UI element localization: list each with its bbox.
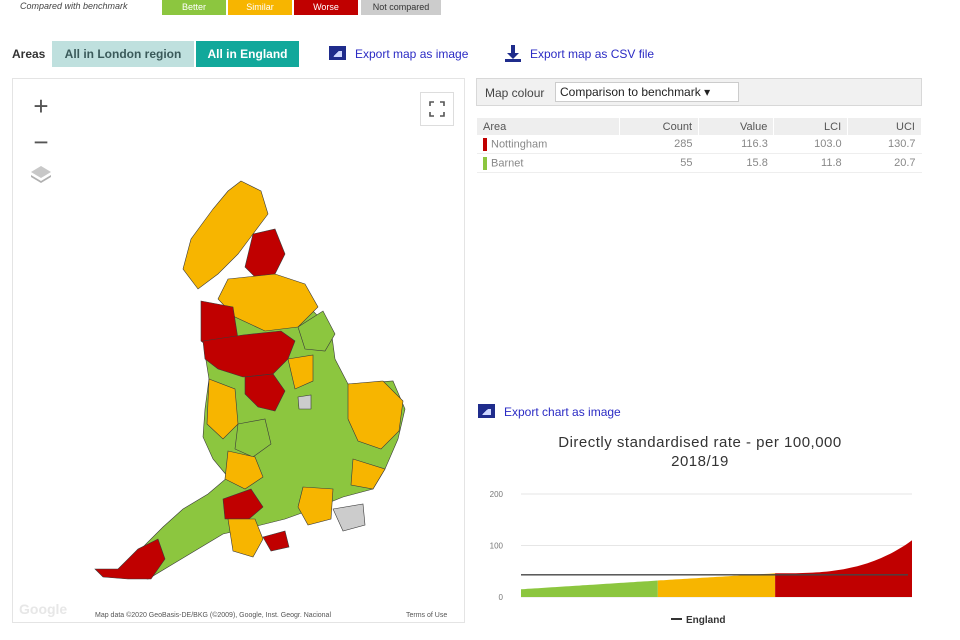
row-count: 55	[619, 153, 699, 173]
chart-segment	[775, 540, 912, 597]
row-swatch	[483, 156, 487, 170]
region-south-west-yellow	[227, 518, 264, 558]
row-value: 15.8	[698, 153, 774, 173]
region-yorkshire-east	[297, 310, 336, 352]
zoom-out-button[interactable]: −	[23, 125, 59, 159]
google-logo: Google	[19, 601, 68, 617]
table-header-row: Area Count Value LCI UCI	[477, 118, 922, 135]
region-bristol-worse	[222, 488, 264, 520]
col-lci[interactable]: LCI	[773, 118, 849, 135]
image-icon	[329, 46, 346, 60]
row-lci: 11.8	[773, 153, 848, 173]
chart-title-block: Directly standardised rate - per 100,000…	[480, 433, 920, 471]
region-norfolk	[347, 380, 404, 450]
export-chart-image-label: Export chart as image	[504, 405, 621, 419]
chart-segment	[657, 573, 776, 597]
layers-button[interactable]	[23, 157, 59, 189]
legend-chip-worse: Worse	[294, 0, 358, 15]
region-leicester-grey	[297, 394, 312, 410]
legend-england-label: England	[686, 615, 725, 626]
export-map-csv-label: Export map as CSV file	[530, 47, 655, 61]
chart-title: Directly standardised rate - per 100,000	[558, 434, 842, 451]
table-row[interactable]: Nottingham 285 116.3 103.0 130.7	[477, 135, 922, 154]
map-colour-bar: Map colour Comparison to benchmark ▾	[476, 78, 922, 106]
download-icon	[505, 45, 521, 62]
areas-label: Areas	[12, 47, 46, 61]
col-area[interactable]: Area	[477, 118, 620, 135]
legend-chip-better: Better	[162, 0, 226, 15]
tab-england[interactable]: All in England	[196, 41, 299, 67]
row-swatch	[483, 137, 487, 151]
row-value: 116.3	[698, 135, 774, 154]
legend-chip-not-compared: Not compared	[361, 0, 441, 15]
table-row[interactable]: Barnet 55 15.8 11.8 20.7	[477, 153, 922, 173]
row-lci: 103.0	[773, 135, 848, 154]
map-colour-label: Map colour	[485, 86, 545, 100]
y-tick-label: 100	[490, 542, 504, 551]
fullscreen-button[interactable]	[420, 92, 454, 126]
row-uci: 130.7	[847, 135, 922, 154]
chart-segment	[521, 580, 658, 597]
row-area: Barnet	[491, 156, 524, 169]
region-surrey	[297, 486, 334, 526]
y-tick-label: 0	[499, 593, 504, 602]
row-area: Nottingham	[491, 137, 548, 150]
area-table: Area Count Value LCI UCI Nottingham 285 …	[477, 118, 922, 173]
rate-chart: 0 100 200 England	[490, 490, 912, 626]
region-birmingham	[224, 450, 264, 490]
image-icon	[478, 404, 495, 418]
region-lincoln	[287, 354, 314, 390]
col-count[interactable]: Count	[619, 118, 700, 135]
region-west-midlands	[234, 418, 272, 458]
y-tick-label: 200	[490, 490, 504, 499]
layers-icon	[31, 166, 51, 183]
region-west-midlands-y	[206, 378, 239, 440]
benchmark-legend-label: Compared with benchmark	[20, 1, 128, 11]
export-map-image-label: Export map as image	[355, 47, 469, 61]
col-value[interactable]: Value	[698, 118, 775, 135]
region-northumberland	[182, 180, 269, 290]
tab-london-region[interactable]: All in London region	[52, 41, 194, 67]
map-attribution: Map data ©2020 GeoBasis-DE/BKG (©2009), …	[95, 612, 331, 619]
fullscreen-icon	[429, 101, 445, 117]
zoom-in-button[interactable]: +	[23, 89, 59, 123]
region-greater-manchester	[202, 330, 296, 378]
map-colour-select[interactable]: Comparison to benchmark ▾	[555, 82, 739, 102]
row-count: 285	[619, 135, 699, 154]
col-uci[interactable]: UCI	[847, 118, 922, 135]
chart-subtitle: 2018/19	[671, 453, 729, 470]
region-kent-grey	[332, 503, 366, 532]
region-cornwall	[94, 538, 166, 580]
region-dorset-worse	[262, 530, 290, 552]
map-view[interactable]: + −	[12, 78, 465, 623]
region-south-yorkshire	[244, 373, 286, 412]
row-uci: 20.7	[847, 153, 922, 173]
legend-chip-similar: Similar	[228, 0, 292, 15]
england-choropleth	[94, 180, 406, 580]
region-essex	[350, 458, 386, 490]
terms-of-use-link[interactable]: Terms of Use	[406, 612, 448, 619]
